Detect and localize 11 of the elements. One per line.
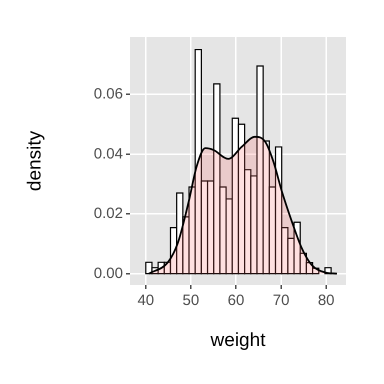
y-tick-label: 0.04 [94,145,123,162]
x-tick-label: 70 [272,292,290,310]
x-tick-label: 50 [182,292,200,310]
y-tick-label: 0.06 [94,86,123,103]
y-axis-title: density [24,130,46,192]
y-tick-label: 0.00 [94,264,123,282]
x-tick-label: 60 [228,292,244,310]
x-tick-label: 40 [137,292,154,310]
y-tick-label: 0.02 [94,205,123,222]
x-axis-title: weight [210,330,266,351]
x-tick-label: 80 [318,292,334,310]
